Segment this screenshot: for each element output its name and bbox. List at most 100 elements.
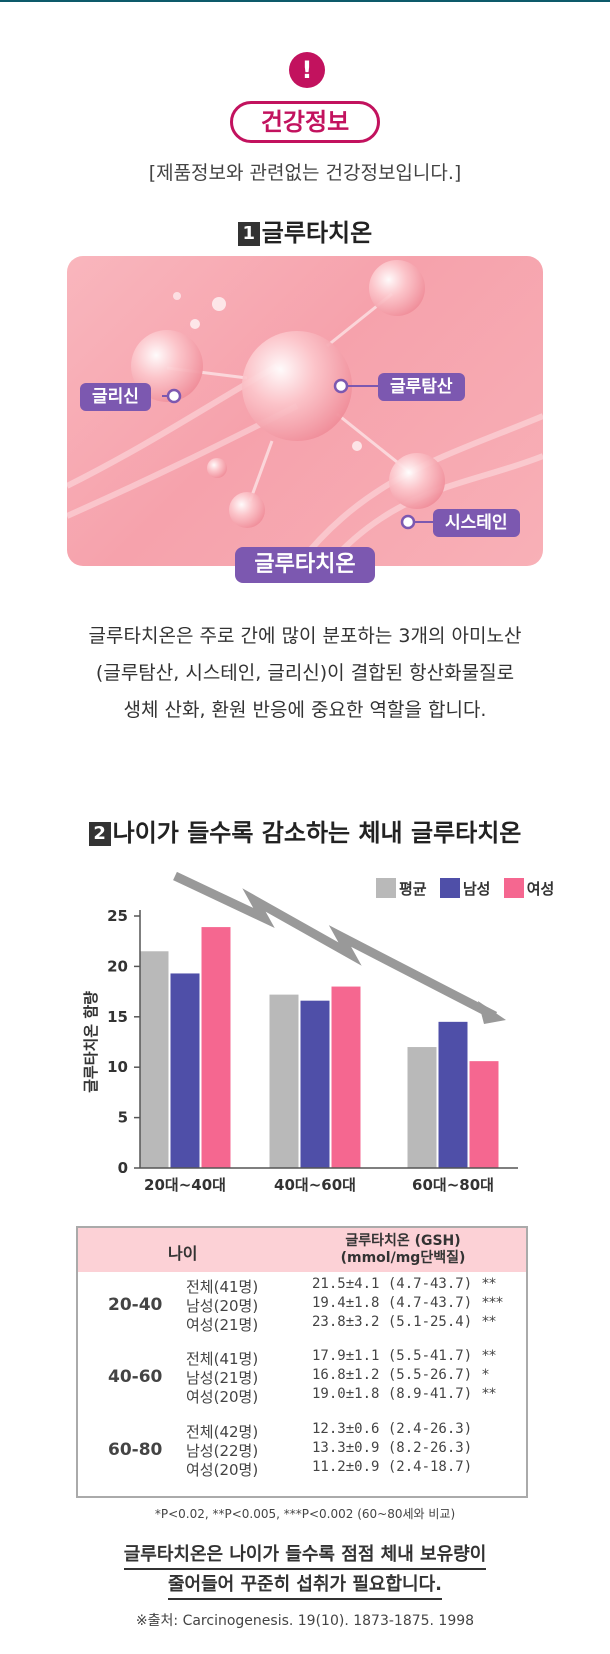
group-label: 여성(20명) bbox=[186, 1388, 259, 1406]
table-header: 나이 글루타치온 (GSH) (mmol/mg단백질) bbox=[78, 1228, 526, 1272]
molecule-graphic bbox=[67, 260, 543, 566]
gsh-value: 13.3±0.9 (8.2-26.3) bbox=[312, 1440, 473, 1456]
y-tick-label: 15 bbox=[107, 1008, 128, 1026]
significance-mark: ** bbox=[482, 1348, 496, 1364]
y-tick-label: 10 bbox=[107, 1058, 128, 1076]
significance-footnote: *P<0.02, **P<0.005, ***P<0.002 (60~80세와 … bbox=[154, 1507, 456, 1521]
glutathione-illustration: 글리신 글루탐산 시스테인 bbox=[67, 256, 543, 566]
group-label: 전체(42명) bbox=[186, 1423, 259, 1441]
group-label: 전체(41명) bbox=[186, 1278, 259, 1296]
bar-female bbox=[201, 927, 231, 1168]
significance-mark: *** bbox=[482, 1295, 503, 1311]
glutathione-bar-chart: 20대~40대 40대~60대 60대~80대 0 5 10 15 20 25 글루타치온 함량 bbox=[82, 871, 518, 1194]
exclamation-icon: ! bbox=[289, 52, 325, 88]
section2-title: 2 나이가 들수록 감소하는 체내 글루타치온 bbox=[0, 813, 610, 848]
health-info-badge: 건강정보 bbox=[230, 101, 380, 143]
age-range: 40-60 bbox=[108, 1367, 163, 1387]
section1-number: 1 bbox=[237, 222, 260, 246]
significance-mark: ** bbox=[482, 1314, 496, 1330]
bar-avg bbox=[269, 994, 299, 1168]
y-tick-label: 0 bbox=[118, 1159, 128, 1177]
significance-mark: * bbox=[482, 1367, 489, 1383]
section2-title-text: 나이가 들수록 감소하는 체내 글루타치온 bbox=[112, 819, 522, 847]
chart-legend: 평균 남성 여성 bbox=[376, 878, 562, 899]
legend-label: 남성 bbox=[462, 880, 491, 898]
section1-title: 1 글루타치온 bbox=[0, 213, 610, 248]
legend-item-avg: 평균 bbox=[376, 878, 427, 899]
legend-item-female: 여성 bbox=[503, 878, 555, 899]
gsh-value: 11.2±0.9 (2.4-18.7) bbox=[312, 1459, 473, 1475]
top-divider bbox=[0, 0, 610, 2]
gsh-value: 17.9±1.1 (5.5-41.7) bbox=[312, 1348, 473, 1364]
group-label: 전체(41명) bbox=[186, 1350, 259, 1368]
age-range: 60-80 bbox=[108, 1440, 163, 1460]
y-tick-label: 5 bbox=[118, 1109, 128, 1127]
x-tick-label: 60대~80대 bbox=[412, 1176, 494, 1194]
y-tick-label: 20 bbox=[107, 957, 128, 975]
y-tick-label: 25 bbox=[107, 907, 128, 925]
x-tick-label: 20대~40대 bbox=[144, 1176, 226, 1194]
gsh-value: 19.4±1.8 (4.7-43.7) bbox=[312, 1295, 473, 1311]
group-label: 여성(21명) bbox=[186, 1316, 259, 1334]
group-label: 남성(21명) bbox=[186, 1369, 259, 1387]
conclusion-text: 글루타치온은 나이가 들수록 점점 체내 보유량이 줄어들어 꾸준히 섭취가 필… bbox=[0, 1540, 610, 1600]
glutathione-label: 글루타치온 bbox=[235, 547, 375, 583]
table-row: 여성(20명) 11.2±0.9 (2.4-18.7) bbox=[78, 1459, 526, 1479]
bar-male bbox=[170, 973, 200, 1168]
group-label: 남성(22명) bbox=[186, 1442, 259, 1460]
header-gsh-title: 글루타치온 (GSH) bbox=[345, 1233, 461, 1249]
legend-swatch bbox=[503, 878, 524, 898]
table-group: 40-60 전체(41명) 17.9±1.1 (5.5-41.7) ** 남성(21명)… bbox=[78, 1348, 526, 1408]
x-tick-label: 40대~60대 bbox=[274, 1176, 356, 1194]
bar-female bbox=[331, 986, 361, 1168]
table-row: 전체(42명) 12.3±0.6 (2.4-26.3) bbox=[78, 1421, 526, 1441]
header-gsh: 글루타치온 (GSH) (mmol/mg단백질) bbox=[328, 1233, 478, 1267]
table-row: 전체(41명) 21.5±4.1 (4.7-43.7) ** bbox=[78, 1276, 526, 1296]
gsh-value: 12.3±0.6 (2.4-26.3) bbox=[312, 1421, 473, 1437]
description-line: 글루타치온은 주로 간에 많이 분포하는 3개의 아미노산 bbox=[88, 625, 522, 647]
bar-avg bbox=[139, 951, 169, 1168]
header-gsh-unit: (mmol/mg단백질) bbox=[340, 1250, 466, 1266]
disclaimer-text: [제품정보와 관련없는 건강정보입니다.] bbox=[148, 162, 462, 184]
glycine-label: 글리신 bbox=[80, 383, 151, 411]
table-row: 여성(20명) 19.0±1.8 (8.9-41.7) ** bbox=[78, 1386, 526, 1406]
bar-avg bbox=[407, 1047, 437, 1168]
legend-label: 여성 bbox=[526, 880, 555, 898]
significance-mark: ** bbox=[482, 1276, 496, 1292]
glutathione-table: 나이 글루타치온 (GSH) (mmol/mg단백질) 20-40 전체(41명)… bbox=[76, 1226, 528, 1498]
bar-male bbox=[438, 1021, 468, 1168]
legend-swatch bbox=[439, 878, 460, 898]
gsh-value: 23.8±3.2 (5.1-25.4) bbox=[312, 1314, 473, 1330]
table-row: 남성(22명) 13.3±0.9 (8.2-26.3) bbox=[78, 1440, 526, 1460]
age-range: 20-40 bbox=[108, 1295, 163, 1315]
table-group: 60-80 전체(42명) 12.3±0.6 (2.4-26.3) 남성(22명) 13… bbox=[78, 1421, 526, 1481]
cysteine-label: 시스테인 bbox=[433, 509, 520, 537]
legend-item-male: 남성 bbox=[439, 878, 491, 899]
bar-male bbox=[300, 1000, 330, 1168]
source-citation: ※출처: Carcinogenesis. 19(10). 1873-1875. … bbox=[135, 1613, 475, 1629]
legend-swatch bbox=[376, 878, 396, 898]
group-label: 여성(20명) bbox=[186, 1461, 259, 1479]
table-row: 남성(21명) 16.8±1.2 (5.5-26.7) * bbox=[78, 1367, 526, 1387]
table-row: 여성(21명) 23.8±3.2 (5.1-25.4) ** bbox=[78, 1314, 526, 1334]
description-line: 생체 산화, 환원 반응에 중요한 역할을 합니다. bbox=[123, 699, 487, 721]
description-line: (글루탐산, 시스테인, 글리신)이 결합된 항산화물질로 bbox=[95, 662, 515, 684]
gsh-value: 16.8±1.2 (5.5-26.7) bbox=[312, 1367, 473, 1383]
group-label: 남성(20명) bbox=[186, 1297, 259, 1315]
glutathione-description: 글루타치온은 주로 간에 많이 분포하는 3개의 아미노산 (글루탐산, 시스테… bbox=[0, 618, 610, 729]
table-row: 전체(41명) 17.9±1.1 (5.5-41.7) ** bbox=[78, 1348, 526, 1368]
section2-number: 2 bbox=[88, 822, 111, 846]
legend-label: 평균 bbox=[399, 880, 427, 898]
conclusion-line: 글루타치온은 나이가 들수록 점점 체내 보유량이 bbox=[123, 1542, 487, 1570]
decline-arrow bbox=[173, 871, 498, 1020]
conclusion-line: 줄어들어 꾸준히 섭취가 필요합니다. bbox=[167, 1572, 443, 1600]
gsh-value: 19.0±1.8 (8.9-41.7) bbox=[312, 1386, 473, 1402]
gsh-value: 21.5±4.1 (4.7-43.7) bbox=[312, 1276, 473, 1292]
y-axis-label: 글루타치온 함량 bbox=[82, 991, 100, 1093]
table-group: 20-40 전체(41명) 21.5±4.1 (4.7-43.7) ** 남성(20명)… bbox=[78, 1276, 526, 1336]
section1-title-text: 글루타치온 bbox=[261, 219, 373, 247]
bar-female bbox=[469, 1061, 499, 1168]
table-row: 남성(20명) 19.4±1.8 (4.7-43.7) *** bbox=[78, 1295, 526, 1315]
significance-mark: ** bbox=[482, 1386, 496, 1402]
glutamic-acid-label: 글루탐산 bbox=[378, 373, 465, 401]
